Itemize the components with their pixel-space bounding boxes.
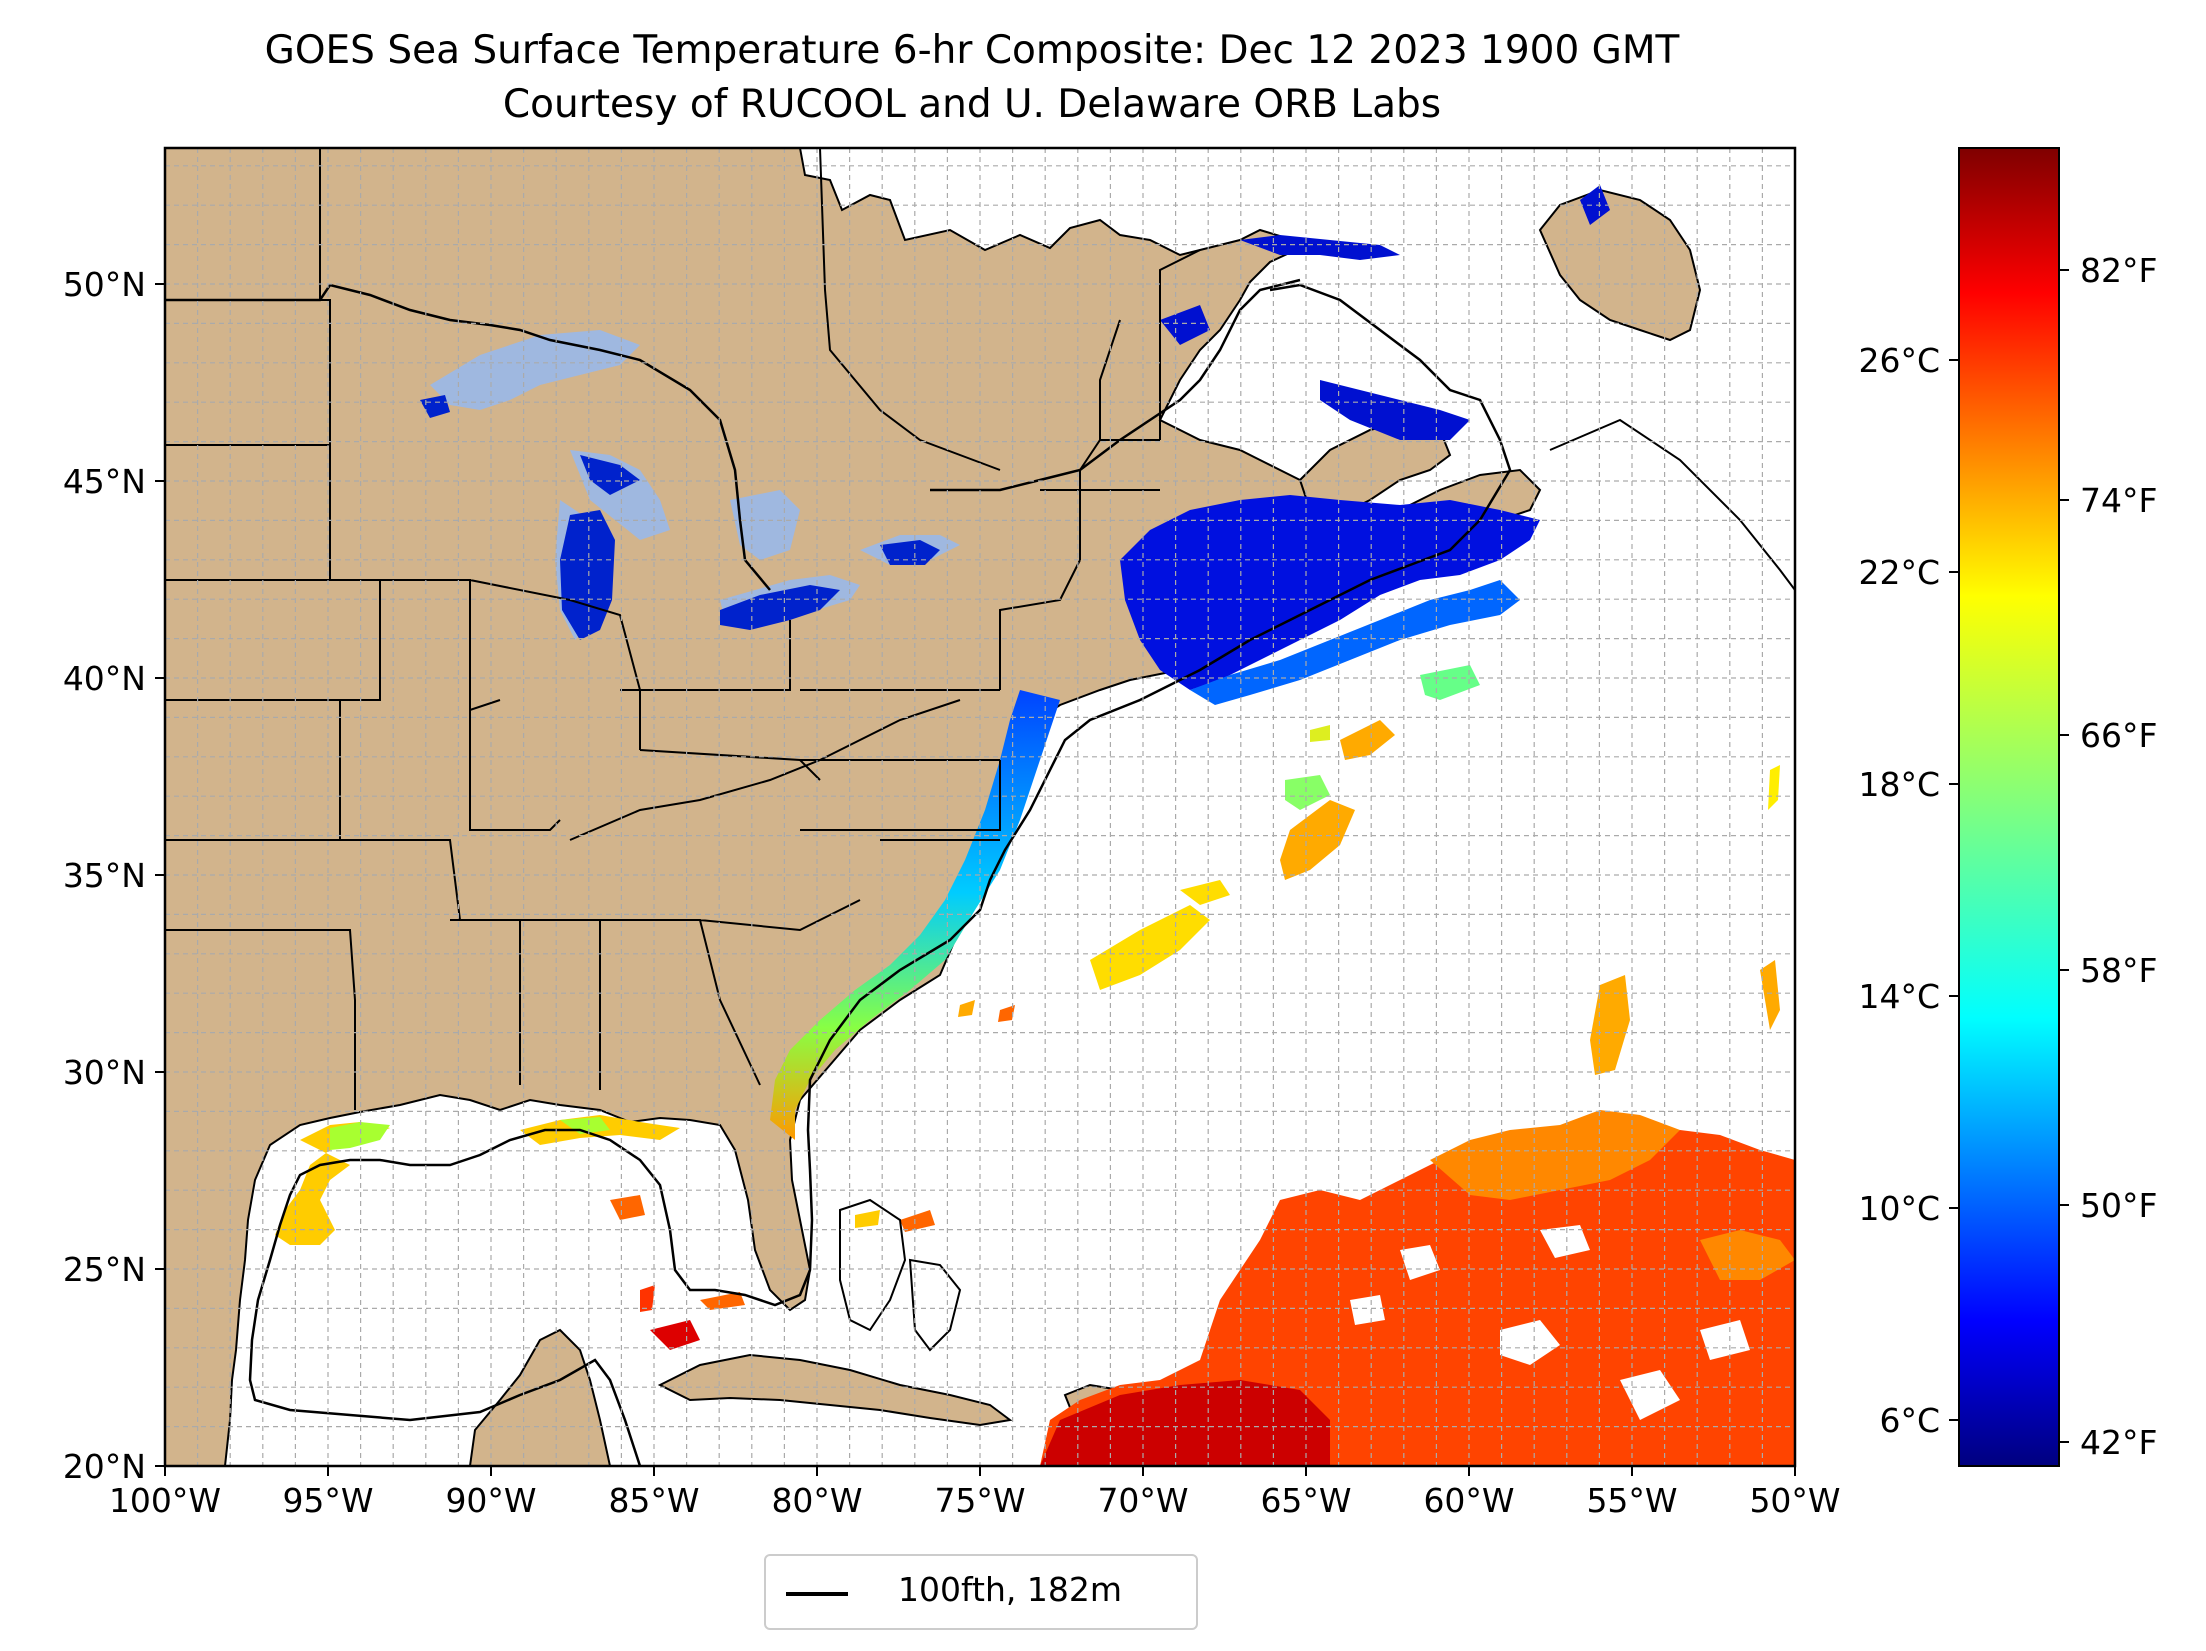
- x-tick-label: 50°W: [1749, 1481, 1840, 1520]
- y-tick-label: 50°N: [63, 265, 146, 304]
- gulf-coast-warm: [275, 1115, 680, 1245]
- graticule: [165, 148, 1795, 1466]
- gulf-stlawrence-cold: [1160, 185, 1610, 440]
- y-tick-label: 40°N: [63, 659, 146, 698]
- yucatan-land: [468, 1328, 612, 1466]
- colorbar-fahrenheit-label: 58°F: [2080, 951, 2157, 990]
- x-tick-label: 100°W: [109, 1481, 221, 1520]
- x-tick-label: 60°W: [1423, 1481, 1514, 1520]
- x-tick-label: 75°W: [934, 1481, 1025, 1520]
- province-borders: [319, 148, 1795, 591]
- isobath-100fth: [248, 283, 1512, 1466]
- x-tick-label: 80°W: [771, 1481, 862, 1520]
- y-tick-label: 35°N: [63, 856, 146, 895]
- y-tick-label: 45°N: [63, 462, 146, 501]
- canada-us-border: [165, 278, 1301, 591]
- colorbar-celsius-label: 26°C: [1858, 341, 1940, 380]
- x-tick-label: 95°W: [282, 1481, 373, 1520]
- colorbar-fahrenheit-label: 66°F: [2080, 716, 2157, 755]
- colorbar-celsius-label: 18°C: [1858, 765, 1940, 804]
- sargasso-orange-water: [1430, 1110, 1795, 1280]
- colorbar-fahrenheit-label: 82°F: [2080, 251, 2157, 290]
- map-subtitle: Courtesy of RUCOOL and U. Delaware ORB L…: [502, 82, 1442, 127]
- colorbar-ticks: [1949, 269, 2069, 1443]
- state-borders: [165, 249, 1201, 1110]
- colorbar-fahrenheit-label: 42°F: [2080, 1423, 2157, 1462]
- colorbar-fahrenheit-label: 74°F: [2080, 481, 2157, 520]
- ne-cold-water: [1120, 495, 1540, 690]
- y-tick-label: 30°N: [63, 1053, 146, 1092]
- cuba-land: [657, 1353, 1013, 1427]
- map-title: GOES Sea Surface Temperature 6-hr Compos…: [264, 28, 1680, 73]
- colorbar-fahrenheit-label: 50°F: [2080, 1186, 2157, 1225]
- legend-line-swatch: [786, 1592, 848, 1596]
- colorbar-celsius-label: 6°C: [1879, 1401, 1940, 1440]
- legend-label: 100fth, 182m: [898, 1570, 1122, 1609]
- colorbar-celsius-label: 22°C: [1858, 553, 1940, 592]
- gulf-coast-green: [330, 1117, 610, 1150]
- y-axis: [155, 283, 165, 1467]
- cloud-gaps: [1350, 1225, 1750, 1420]
- x-tick-label: 70°W: [1097, 1481, 1188, 1520]
- colorbar-celsius-label: 14°C: [1858, 977, 1940, 1016]
- ne-cool-water: [1190, 580, 1520, 705]
- colorbar-celsius-label: 10°C: [1858, 1189, 1940, 1228]
- colorbar: [1958, 147, 2060, 1467]
- y-tick-label: 25°N: [63, 1250, 146, 1289]
- newfoundland-land: [1538, 188, 1702, 342]
- x-tick-label: 65°W: [1260, 1481, 1351, 1520]
- x-tick-label: 55°W: [1586, 1481, 1677, 1520]
- shelf-water-gradient: [770, 690, 1060, 1140]
- x-axis: [164, 1466, 1796, 1476]
- legend: 100fth, 182m: [764, 1554, 1198, 1630]
- y-tick-label: 20°N: [63, 1447, 146, 1486]
- x-tick-label: 85°W: [608, 1481, 699, 1520]
- sargasso-dark-red-water: [1040, 1380, 1330, 1466]
- x-tick-label: 90°W: [445, 1481, 536, 1520]
- sst-patches-mid: [610, 665, 1780, 1350]
